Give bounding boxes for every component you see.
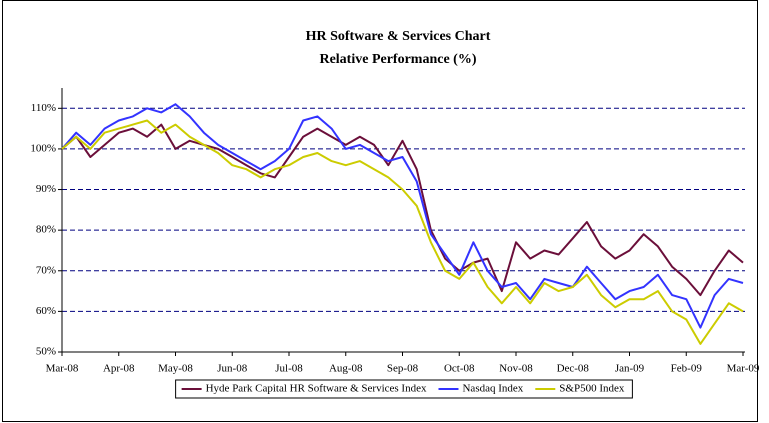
legend: Hyde Park Capital HR Software & Services… <box>175 379 633 399</box>
x-tick-label: Mar-08 <box>46 363 79 375</box>
x-tick-label: Nov-08 <box>499 363 533 375</box>
legend-label: Nasdaq Index <box>462 383 523 395</box>
series-line <box>61 123 744 297</box>
x-tick-label: Dec-08 <box>557 363 590 375</box>
series-line <box>61 119 744 345</box>
y-tick-label: 50% <box>36 346 56 358</box>
x-tick-label: Jan-09 <box>615 363 645 375</box>
x-tick-label: Aug-08 <box>329 363 363 375</box>
x-tick-label: Jun-08 <box>217 363 247 375</box>
y-tick-label: 100% <box>30 142 56 154</box>
y-tick-label: 60% <box>36 305 56 317</box>
y-tick-label: 90% <box>36 183 56 195</box>
x-tick-label: Sep-08 <box>387 363 419 375</box>
x-tick-label: Oct-08 <box>444 363 475 375</box>
chart-title: HR Software & Services Chart <box>306 29 491 44</box>
x-tick-label: May-08 <box>158 363 193 375</box>
legend-box <box>175 379 633 399</box>
y-tick-label: 110% <box>31 102 56 114</box>
y-tick-label: 70% <box>36 264 56 276</box>
y-tick-label: 80% <box>36 224 56 236</box>
x-tick-label: Apr-08 <box>103 363 135 375</box>
legend-label: Hyde Park Capital HR Software & Services… <box>206 383 427 395</box>
x-tick-label: Jul-08 <box>275 363 303 375</box>
chart-subtitle: Relative Performance (%) <box>319 52 476 67</box>
series-line <box>61 103 744 329</box>
x-tick-label: Mar-09 <box>727 363 760 375</box>
x-tick-label: Feb-09 <box>671 363 703 375</box>
legend-label: S&P500 Index <box>559 383 625 395</box>
